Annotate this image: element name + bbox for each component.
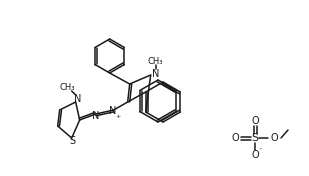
Text: S: S (252, 133, 259, 143)
Text: N: N (92, 111, 99, 121)
Text: O: O (270, 133, 278, 143)
Text: CH₃: CH₃ (148, 56, 163, 65)
Text: ⁻: ⁻ (258, 147, 262, 153)
Text: S: S (70, 136, 76, 146)
Text: N: N (109, 106, 116, 116)
Text: N: N (152, 69, 159, 79)
Text: O: O (231, 133, 239, 143)
Text: +: + (115, 114, 120, 118)
Text: O: O (251, 116, 259, 126)
Text: CH₃: CH₃ (60, 83, 75, 92)
Text: N: N (74, 94, 81, 104)
Text: O: O (251, 150, 259, 160)
